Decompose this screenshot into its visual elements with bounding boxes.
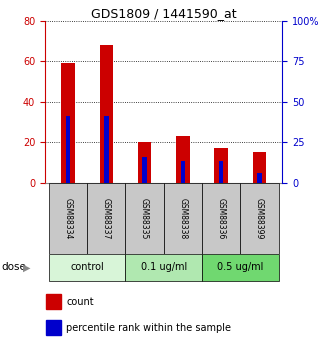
Text: 0.1 ug/ml: 0.1 ug/ml [141, 263, 187, 272]
Bar [46, 320, 61, 335]
Bar [65, 116, 70, 183]
Text: percentile rank within the sample: percentile rank within the sample [66, 323, 231, 333]
Bar [126, 183, 164, 254]
Text: control: control [70, 263, 104, 272]
Text: dose: dose [2, 263, 26, 272]
Text: count: count [66, 297, 94, 307]
Bar [240, 183, 279, 254]
Text: GSM88337: GSM88337 [102, 198, 111, 239]
Bar [100, 45, 113, 183]
Bar [49, 183, 87, 254]
Text: GSM88335: GSM88335 [140, 198, 149, 239]
Bar [176, 136, 190, 183]
Text: 0.5 ug/ml: 0.5 ug/ml [217, 263, 264, 272]
Bar [181, 160, 185, 183]
Text: GSM88338: GSM88338 [178, 198, 187, 239]
Bar [202, 183, 240, 254]
Bar [46, 295, 61, 309]
Bar [138, 142, 151, 183]
Bar [49, 254, 126, 281]
Title: GDS1809 / 1441590_at: GDS1809 / 1441590_at [91, 7, 237, 20]
Bar [164, 183, 202, 254]
Bar [142, 157, 147, 183]
Bar [87, 183, 126, 254]
Bar [126, 254, 202, 281]
Bar [219, 160, 223, 183]
Text: GSM88334: GSM88334 [64, 198, 73, 239]
Bar [253, 152, 266, 183]
Text: ▶: ▶ [23, 263, 30, 272]
Bar [61, 63, 74, 183]
Bar [104, 116, 108, 183]
Bar [257, 173, 262, 183]
Text: GSM88336: GSM88336 [217, 198, 226, 239]
Bar [202, 254, 279, 281]
Bar [214, 148, 228, 183]
Text: GSM88399: GSM88399 [255, 198, 264, 239]
